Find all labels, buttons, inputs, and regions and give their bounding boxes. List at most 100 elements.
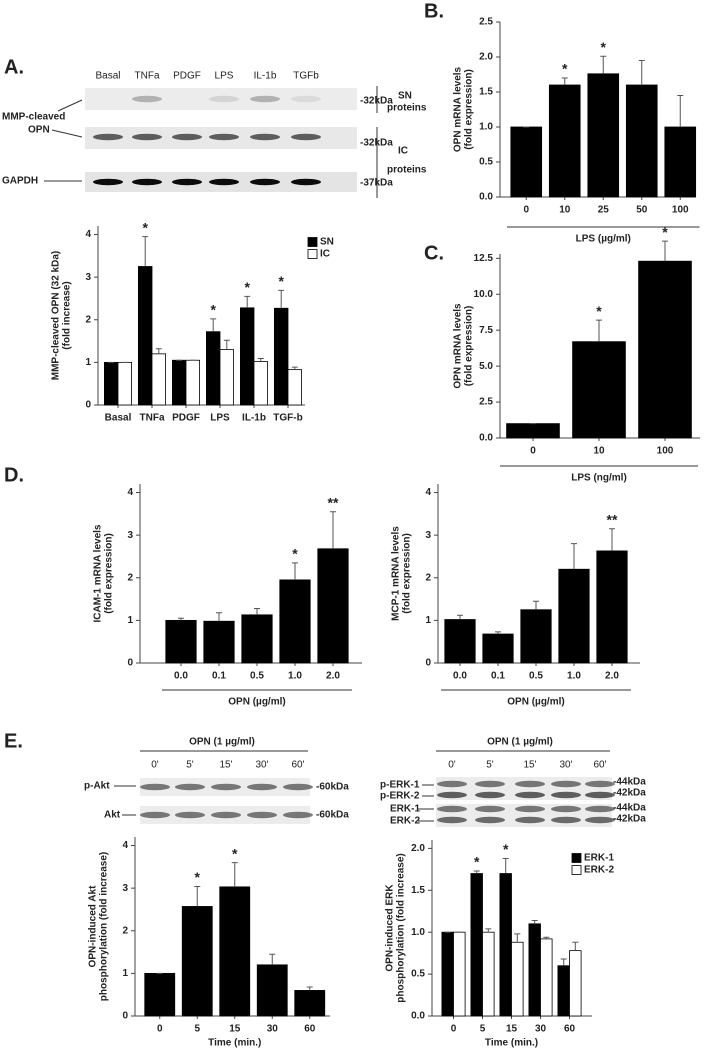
size-label: -42kDa	[613, 788, 646, 799]
y-axis-label: OPN mRNA levels	[453, 66, 464, 152]
y-tick-label: 4	[425, 487, 431, 498]
error-bar	[142, 236, 149, 267]
y-tick-label: 1.5	[411, 885, 425, 896]
bar	[241, 614, 273, 664]
size-label: -44kDa	[613, 803, 646, 814]
bar	[253, 361, 269, 406]
blot-band	[132, 133, 162, 141]
blot-band	[515, 816, 545, 824]
group-label: SN	[398, 91, 412, 102]
bar	[510, 126, 543, 198]
y-tick-label: 10.0	[474, 289, 494, 300]
bar	[520, 609, 552, 664]
significance-mark: *	[142, 219, 148, 235]
blot-band	[140, 783, 170, 791]
x-tick-label: 0.1	[491, 671, 505, 682]
size-label: -60kDa	[316, 782, 349, 793]
blot-band	[475, 791, 505, 799]
x-tick-label: 5	[194, 1024, 200, 1035]
bar	[482, 633, 514, 664]
blot-band	[93, 178, 123, 186]
y-axis-label: MMP-cleaved OPN (32 kDa)	[51, 251, 62, 381]
y-tick-label: 2	[425, 572, 431, 583]
band-label: p-ERK-1	[380, 780, 420, 791]
error-bar	[572, 941, 579, 951]
x-tick-label: 30	[535, 1024, 547, 1035]
bar	[441, 931, 454, 1017]
error-bar	[291, 366, 298, 370]
bar	[638, 260, 692, 439]
band-label: Akt	[104, 810, 121, 821]
significance-mark: *	[562, 61, 568, 77]
error-bar	[194, 885, 201, 907]
error-bar	[561, 77, 568, 85]
x-tick-label: 1.0	[288, 671, 302, 682]
blot-band	[585, 805, 615, 813]
error-bar	[571, 543, 577, 570]
error-bar	[596, 319, 602, 342]
x-tick-label: 0.1	[212, 671, 226, 682]
blot-band	[132, 178, 162, 186]
y-tick-label: 2	[127, 572, 133, 583]
y-tick-label: 1.5	[479, 87, 493, 98]
blot-band	[93, 96, 123, 102]
y-tick-label: 0.5	[479, 157, 493, 168]
size-label: -44kDa	[613, 777, 646, 788]
y-axis-label: OPN mRNA levels	[453, 303, 464, 389]
error-bar	[216, 612, 222, 622]
y-tick-label: 3	[127, 530, 133, 541]
significance-mark: **	[607, 511, 618, 527]
blot-a: -32kDa -32kDa -37kDa SN proteins IC prot…	[2, 86, 427, 198]
bar	[203, 620, 235, 664]
error-bar	[533, 600, 539, 610]
error-bar	[485, 928, 492, 933]
error-bar	[254, 607, 260, 615]
x-tick-label: TNFa	[140, 413, 165, 424]
x-tick-label: 0	[523, 205, 529, 216]
panel-letter: C.	[424, 242, 444, 264]
significance-mark: *	[662, 224, 668, 240]
blot-band	[475, 816, 505, 824]
y-tick-label: 2	[85, 314, 91, 325]
y-tick-label: 2.0	[411, 843, 425, 854]
blot-band	[283, 811, 313, 819]
group-label: proteins	[387, 103, 427, 114]
blot-band	[551, 816, 581, 824]
arrow	[57, 99, 83, 112]
blot-band	[209, 178, 239, 186]
y-tick-label: 2.5	[479, 17, 493, 28]
band-label: OPN	[28, 125, 50, 136]
y-tick-label: 0.0	[479, 433, 493, 444]
error-bar	[609, 528, 615, 551]
error-bar	[223, 339, 230, 350]
y-axis-label: phosphorylation (fold increase)	[99, 852, 110, 1001]
error-bar	[257, 358, 264, 362]
blot-band	[172, 178, 202, 186]
group-label: proteins	[387, 165, 427, 176]
bar	[482, 931, 495, 1017]
y-tick-label: 1	[85, 357, 91, 368]
size-label: -60kDa	[316, 810, 349, 821]
bar	[317, 548, 349, 664]
blot-band	[250, 95, 280, 103]
blot-band	[515, 791, 545, 799]
blot-band	[250, 133, 280, 141]
blot-band	[437, 805, 467, 813]
lane-label: 0'	[448, 760, 456, 771]
lane-label: 60'	[593, 760, 606, 771]
blot-band	[175, 783, 205, 791]
y-axis-label: (fold increase)	[62, 281, 73, 349]
x-tick-label: 10	[593, 446, 605, 457]
error-bar	[210, 318, 217, 332]
lane-label: TNFa	[135, 71, 160, 82]
x-tick-label: 0.0	[453, 671, 467, 682]
x-tick-label: 0	[157, 1024, 163, 1035]
error-bar	[231, 862, 238, 887]
x-tick-label: 60	[304, 1024, 316, 1035]
band-label: p-ERK-2	[380, 791, 420, 802]
blot-band	[247, 783, 277, 791]
error-bar	[638, 60, 645, 85]
y-tick-label: 0.0	[411, 1011, 425, 1022]
bar	[239, 307, 255, 406]
